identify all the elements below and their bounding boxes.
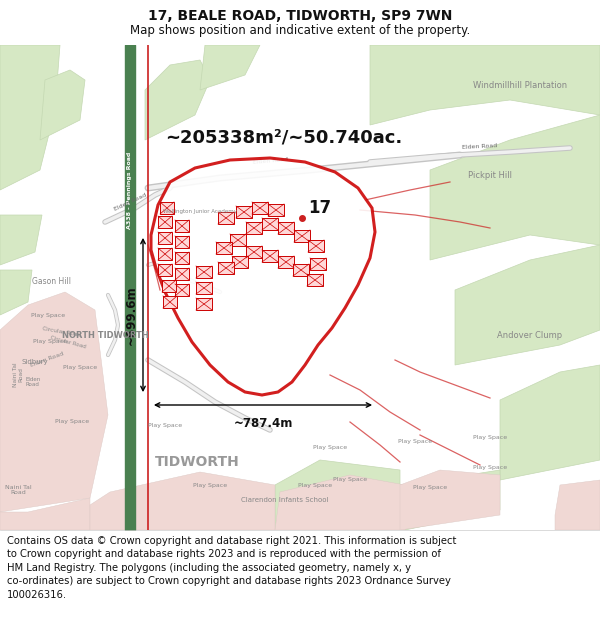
Text: Play Space: Play Space <box>473 436 507 441</box>
Polygon shape <box>196 298 212 310</box>
Text: Naini Tal
Road: Naini Tal Road <box>5 484 31 496</box>
Polygon shape <box>218 212 234 224</box>
Text: Elden Road: Elden Road <box>30 352 65 368</box>
Text: ~699.6m: ~699.6m <box>125 285 138 345</box>
Text: Circular Road: Circular Road <box>50 335 87 349</box>
Text: A338 - Pennings Road: A338 - Pennings Road <box>128 151 133 229</box>
Text: Naini Tal
Road: Naini Tal Road <box>13 362 23 388</box>
Text: Play Space: Play Space <box>63 366 97 371</box>
Polygon shape <box>405 470 500 530</box>
Polygon shape <box>196 266 212 278</box>
Polygon shape <box>145 60 210 140</box>
Text: ~205338m²/~50.740ac.: ~205338m²/~50.740ac. <box>165 129 402 147</box>
Polygon shape <box>455 245 600 365</box>
Text: Andover Clump: Andover Clump <box>497 331 563 339</box>
Polygon shape <box>370 45 600 125</box>
Text: 17, BEALE ROAD, TIDWORTH, SP9 7WN: 17, BEALE ROAD, TIDWORTH, SP9 7WN <box>148 9 452 23</box>
Polygon shape <box>307 274 323 286</box>
Polygon shape <box>310 258 326 270</box>
Text: Contains OS data © Crown copyright and database right 2021. This information is : Contains OS data © Crown copyright and d… <box>7 536 457 600</box>
Text: Elden Road: Elden Road <box>113 192 147 212</box>
Text: Wellington Junior Academy: Wellington Junior Academy <box>163 209 237 214</box>
Text: Play Space: Play Space <box>398 439 432 444</box>
Text: Sidbury: Sidbury <box>22 359 49 365</box>
Polygon shape <box>158 232 172 244</box>
Polygon shape <box>158 264 172 276</box>
Polygon shape <box>252 202 268 214</box>
Text: Play Space: Play Space <box>333 478 367 482</box>
Polygon shape <box>278 222 294 234</box>
Polygon shape <box>555 480 600 530</box>
Polygon shape <box>246 222 262 234</box>
Polygon shape <box>175 268 189 280</box>
Polygon shape <box>293 264 309 276</box>
Polygon shape <box>175 284 189 296</box>
Polygon shape <box>151 158 375 395</box>
Text: 17: 17 <box>308 199 332 217</box>
Polygon shape <box>500 365 600 480</box>
Polygon shape <box>236 206 252 218</box>
Polygon shape <box>430 115 600 260</box>
Polygon shape <box>175 220 189 232</box>
Text: Map shows position and indicative extent of the property.: Map shows position and indicative extent… <box>130 24 470 37</box>
Text: Elden Road: Elden Road <box>252 157 288 165</box>
Polygon shape <box>163 296 177 308</box>
Text: Windmillhill Plantation: Windmillhill Plantation <box>473 81 567 89</box>
Text: ~787.4m: ~787.4m <box>233 417 293 430</box>
Polygon shape <box>175 252 189 264</box>
Text: Clarendon Infants School: Clarendon Infants School <box>241 497 329 503</box>
Text: NORTH TIDWORTH: NORTH TIDWORTH <box>62 331 149 339</box>
Polygon shape <box>230 234 246 246</box>
Text: Play Space: Play Space <box>148 422 182 428</box>
Text: Play Space: Play Space <box>298 482 332 488</box>
Polygon shape <box>232 256 248 268</box>
Text: Play Space: Play Space <box>193 482 227 488</box>
Polygon shape <box>0 292 108 512</box>
Polygon shape <box>278 256 294 268</box>
Polygon shape <box>158 216 172 228</box>
Text: Play Space: Play Space <box>313 446 347 451</box>
Text: Play Space: Play Space <box>33 339 67 344</box>
Polygon shape <box>158 248 172 260</box>
Polygon shape <box>294 230 310 242</box>
Text: TIDWORTH: TIDWORTH <box>155 455 240 469</box>
Polygon shape <box>200 45 260 90</box>
Text: Elden Road: Elden Road <box>462 143 498 150</box>
Text: Pickpit Hill: Pickpit Hill <box>468 171 512 179</box>
Polygon shape <box>268 204 284 216</box>
Polygon shape <box>262 218 278 230</box>
Text: Play Space: Play Space <box>473 466 507 471</box>
Polygon shape <box>400 470 500 530</box>
Text: Gason Hill: Gason Hill <box>32 278 71 286</box>
Polygon shape <box>246 246 262 258</box>
Text: Elden
Road: Elden Road <box>25 377 40 388</box>
Polygon shape <box>0 498 90 530</box>
Polygon shape <box>160 202 174 214</box>
Polygon shape <box>162 280 176 292</box>
Polygon shape <box>40 70 85 140</box>
Polygon shape <box>216 242 232 254</box>
Polygon shape <box>175 236 189 248</box>
Polygon shape <box>275 475 405 530</box>
Polygon shape <box>0 215 42 265</box>
Text: Play Space: Play Space <box>413 486 447 491</box>
Text: Play Space: Play Space <box>31 312 65 318</box>
Text: Play Space: Play Space <box>55 419 89 424</box>
Text: Circular Road: Circular Road <box>42 326 82 338</box>
Polygon shape <box>275 460 400 530</box>
Polygon shape <box>0 270 32 315</box>
Polygon shape <box>196 282 212 294</box>
Polygon shape <box>218 262 234 274</box>
Polygon shape <box>308 240 324 252</box>
Polygon shape <box>0 45 60 190</box>
Polygon shape <box>262 250 278 262</box>
Polygon shape <box>90 472 275 530</box>
